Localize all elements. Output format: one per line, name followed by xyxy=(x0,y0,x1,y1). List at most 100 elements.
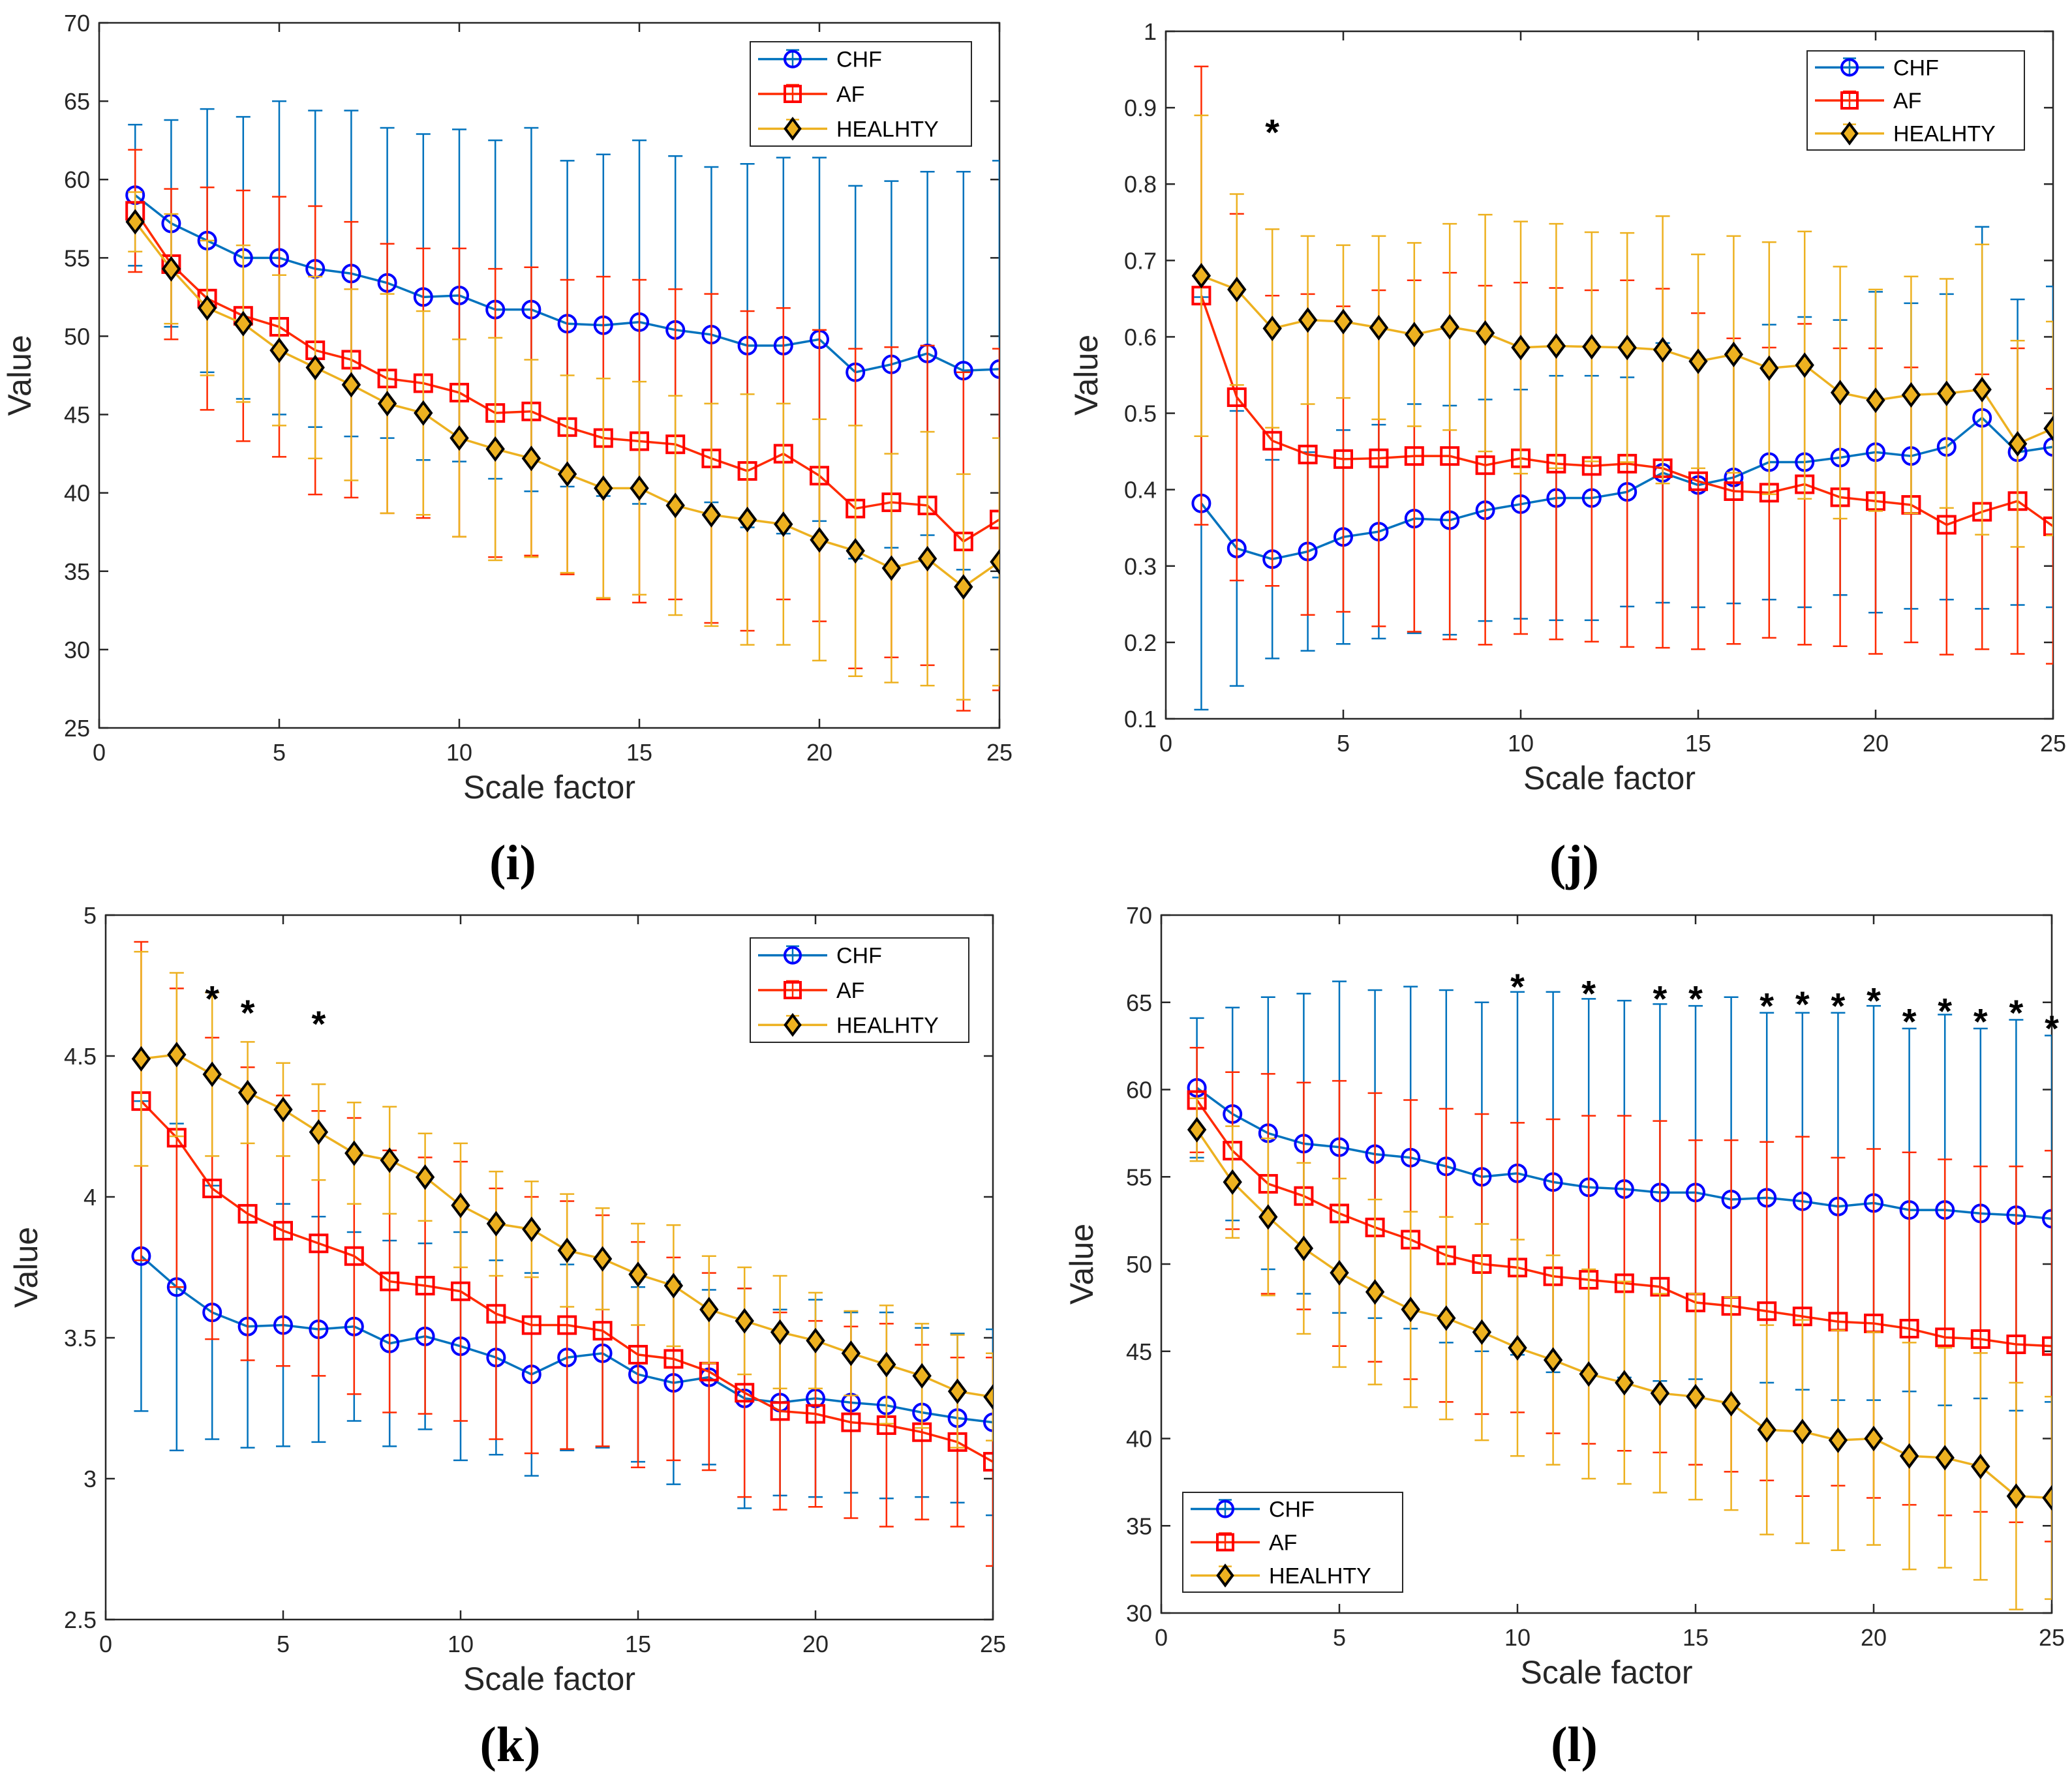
y-tick-label: 3 xyxy=(84,1466,97,1492)
x-tick-label: 20 xyxy=(802,1631,829,1657)
x-tick-label: 25 xyxy=(2039,1624,2065,1651)
significance-star: * xyxy=(1688,978,1703,1019)
y-tick-label: 0.1 xyxy=(1124,706,1157,732)
data-point xyxy=(699,1297,719,1323)
data-point xyxy=(1970,1329,1990,1350)
x-tick-label: 20 xyxy=(1861,1624,1887,1651)
data-point xyxy=(1227,277,1247,303)
data-point xyxy=(237,1079,258,1106)
data-point xyxy=(269,337,289,363)
panel-i: 0 5 10 15 20 25 25 30 35 40 45 50 55 60 65 70 Scale fact… xyxy=(1,10,1013,890)
legend-marker xyxy=(1840,121,1859,146)
significance-star: * xyxy=(1973,1001,1988,1042)
legend: CHF AF HEALHTY xyxy=(1182,1492,1403,1593)
data-point xyxy=(947,1378,967,1404)
data-point xyxy=(912,1363,932,1389)
data-point xyxy=(2043,516,2053,536)
x-tick-label: 15 xyxy=(1683,1624,1709,1651)
data-point xyxy=(1369,314,1389,340)
data-point xyxy=(2042,1209,2052,1229)
y-tick-label: 0.9 xyxy=(1124,95,1157,121)
y-axis-label: Value xyxy=(1063,1224,1100,1305)
y-tick-label: 30 xyxy=(1126,1600,1152,1627)
x-tick-label: 5 xyxy=(1333,1624,1346,1651)
x-tick-label: 10 xyxy=(1504,1624,1531,1651)
data-point xyxy=(881,555,902,581)
significance-star: * xyxy=(1831,985,1846,1026)
data-point xyxy=(990,359,999,379)
data-point xyxy=(628,1261,648,1288)
y-tick-label: 35 xyxy=(64,558,90,585)
significance-star: * xyxy=(1265,112,1279,153)
data-point xyxy=(341,372,361,398)
panel-j: 0 5 10 15 20 25 0.1 0.2 0.3 0.4 0.5 0.6 0.7 0.8 0.9 1 Sc… xyxy=(1068,18,2066,890)
data-point xyxy=(1582,334,1602,360)
data-point xyxy=(983,1452,993,1472)
data-point xyxy=(557,1315,577,1335)
data-point xyxy=(2007,430,2028,457)
data-point xyxy=(486,1304,506,1324)
data-point xyxy=(380,1271,400,1291)
data-point xyxy=(2043,437,2053,457)
legend-label: HEALHTY xyxy=(836,1013,939,1038)
data-point xyxy=(628,1344,648,1365)
data-point xyxy=(125,209,145,235)
y-tick-label: 5 xyxy=(84,902,97,929)
y-tick-label: 60 xyxy=(1126,1077,1152,1104)
series-healhty xyxy=(125,191,999,701)
data-point xyxy=(1937,380,1957,406)
significance-star: * xyxy=(1795,984,1810,1025)
y-tick-label: 60 xyxy=(64,166,90,193)
legend-label: CHF xyxy=(836,48,882,72)
data-point xyxy=(377,391,397,417)
series-healhty xyxy=(131,950,993,1449)
y-tick-label: 0.4 xyxy=(1124,477,1157,504)
data-point xyxy=(557,1237,577,1263)
data-point xyxy=(1617,335,1637,361)
data-point xyxy=(521,1315,541,1335)
panel-label: (j) xyxy=(1549,836,1599,890)
data-point xyxy=(663,1349,684,1369)
data-point xyxy=(1187,1117,1207,1143)
data-point xyxy=(167,1042,187,1068)
y-tick-label: 50 xyxy=(64,323,90,350)
data-point xyxy=(735,1308,754,1334)
series-layer xyxy=(1191,65,2053,711)
data-point xyxy=(1795,352,1814,378)
data-point xyxy=(1223,1169,1242,1195)
x-tick-label: 0 xyxy=(1155,1624,1168,1651)
data-point xyxy=(1404,446,1424,466)
legend-marker xyxy=(1840,91,1859,110)
legend: CHF AF HEALHTY xyxy=(750,937,969,1043)
legend-label: AF xyxy=(836,978,864,1003)
legend-label: AF xyxy=(1269,1531,1297,1556)
data-point xyxy=(1405,322,1424,348)
x-tick-label: 15 xyxy=(1685,730,1711,757)
data-point xyxy=(1258,1204,1278,1230)
x-tick-label: 15 xyxy=(626,739,652,766)
data-point xyxy=(770,1401,790,1421)
data-point xyxy=(305,354,325,381)
legend-label: CHF xyxy=(1269,1498,1315,1522)
data-point xyxy=(202,1179,222,1199)
legend-marker xyxy=(1216,1533,1234,1552)
y-tick-label: 40 xyxy=(1126,1426,1152,1453)
data-point xyxy=(2043,415,2053,442)
significance-star: * xyxy=(1581,973,1596,1014)
y-tick-label: 55 xyxy=(64,245,90,271)
data-point xyxy=(1333,309,1353,335)
data-point xyxy=(309,1233,329,1254)
data-point xyxy=(1262,430,1283,451)
data-point xyxy=(1650,1380,1670,1406)
data-point xyxy=(1688,348,1708,374)
significance-star: * xyxy=(2009,992,2024,1033)
y-tick-label: 0.2 xyxy=(1124,629,1157,656)
data-point xyxy=(701,502,722,528)
data-point xyxy=(1579,1361,1598,1387)
data-point xyxy=(1330,1260,1349,1286)
y-tick-label: 1 xyxy=(1144,18,1157,45)
data-point xyxy=(309,1119,329,1145)
data-point xyxy=(1899,1318,1919,1338)
data-point xyxy=(663,1273,684,1299)
y-tick-label: 4 xyxy=(84,1184,97,1211)
